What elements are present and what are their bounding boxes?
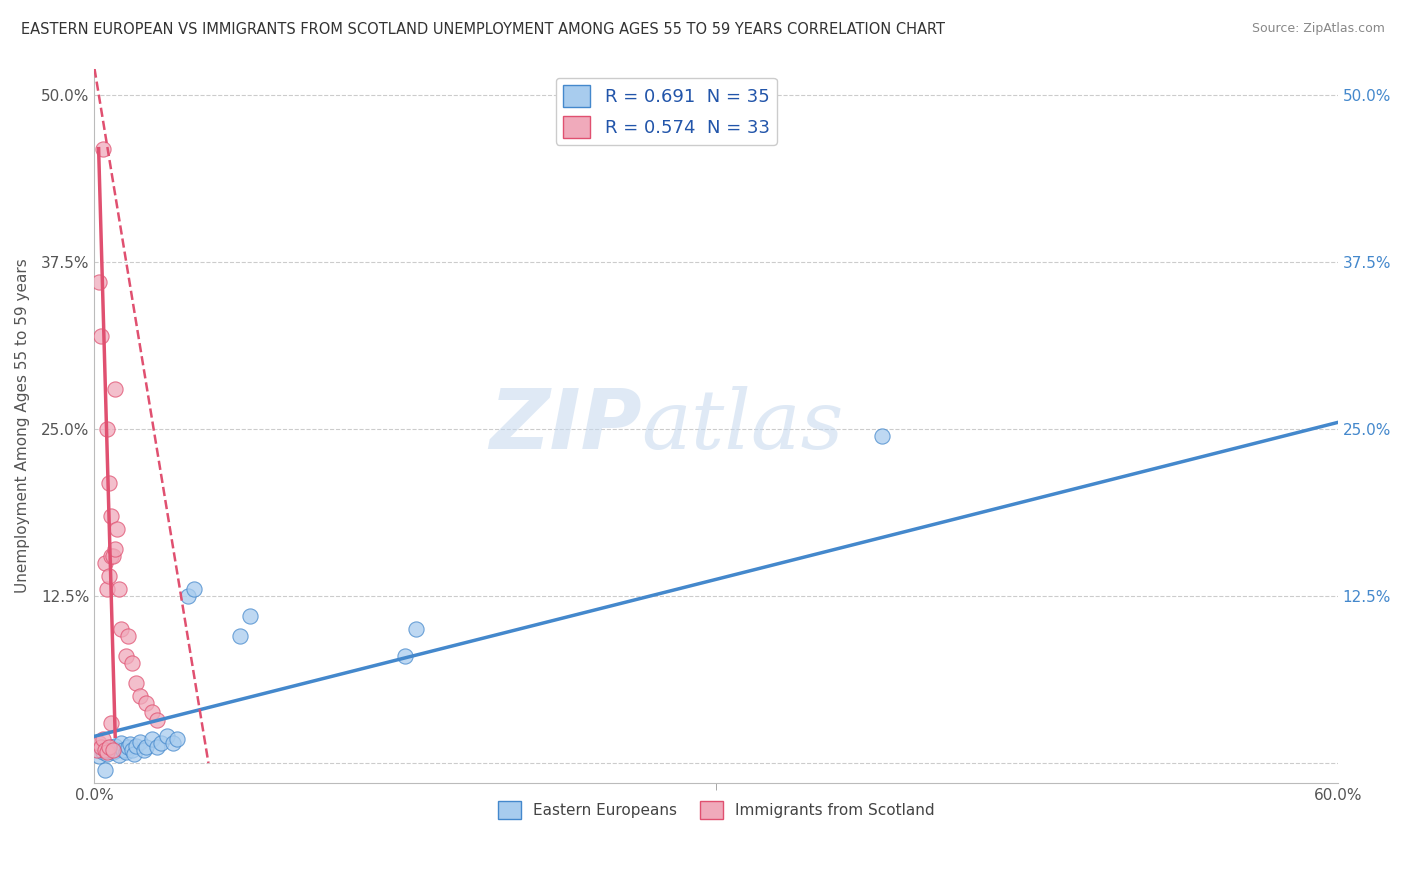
- Point: [114, 649, 136, 664]
- Point: [145, 713, 167, 727]
- Point: [90, 739, 112, 754]
- Point: [228, 629, 250, 643]
- Point: [110, 736, 132, 750]
- Point: [104, 542, 127, 557]
- Point: [112, 742, 135, 756]
- Point: [149, 736, 172, 750]
- Point: [96, 582, 118, 597]
- Point: [117, 739, 139, 754]
- Point: [96, 745, 118, 759]
- Point: [166, 731, 188, 746]
- Point: [96, 422, 118, 436]
- Text: Source: ZipAtlas.com: Source: ZipAtlas.com: [1251, 22, 1385, 36]
- Point: [101, 742, 124, 756]
- Point: [104, 739, 127, 753]
- Point: [100, 715, 122, 730]
- Text: atlas: atlas: [641, 385, 844, 466]
- Point: [134, 742, 156, 756]
- Point: [135, 739, 157, 754]
- Point: [91, 142, 114, 156]
- Point: [177, 589, 200, 603]
- Point: [100, 508, 122, 523]
- Point: [91, 745, 114, 759]
- Point: [121, 656, 143, 670]
- Point: [96, 747, 118, 761]
- Point: [105, 742, 128, 756]
- Point: [122, 747, 145, 761]
- Point: [394, 649, 416, 664]
- Point: [118, 737, 141, 751]
- Point: [98, 475, 121, 490]
- Point: [98, 739, 121, 754]
- Y-axis label: Unemployment Among Ages 55 to 59 years: Unemployment Among Ages 55 to 59 years: [15, 259, 30, 593]
- Point: [145, 739, 167, 754]
- Point: [405, 623, 427, 637]
- Point: [183, 582, 205, 597]
- Point: [129, 734, 152, 748]
- Point: [870, 429, 893, 443]
- Point: [129, 690, 152, 704]
- Point: [100, 739, 122, 754]
- Point: [156, 729, 179, 743]
- Point: [90, 328, 112, 343]
- Point: [114, 745, 136, 759]
- Legend: Eastern Europeans, Immigrants from Scotland: Eastern Europeans, Immigrants from Scotl…: [492, 795, 941, 825]
- Text: EASTERN EUROPEAN VS IMMIGRANTS FROM SCOTLAND UNEMPLOYMENT AMONG AGES 55 TO 59 YE: EASTERN EUROPEAN VS IMMIGRANTS FROM SCOT…: [21, 22, 945, 37]
- Point: [101, 549, 124, 563]
- Point: [94, 742, 117, 756]
- Point: [162, 736, 184, 750]
- Point: [125, 676, 148, 690]
- Point: [94, 763, 117, 777]
- Point: [91, 731, 114, 746]
- Text: ZIP: ZIP: [489, 385, 641, 467]
- Point: [135, 696, 157, 710]
- Point: [239, 609, 262, 624]
- Point: [94, 556, 117, 570]
- Point: [98, 569, 121, 583]
- Point: [108, 747, 131, 762]
- Point: [104, 382, 127, 396]
- Point: [141, 705, 163, 719]
- Point: [87, 749, 110, 764]
- Point: [121, 742, 143, 756]
- Point: [125, 739, 148, 753]
- Point: [94, 742, 117, 756]
- Point: [105, 522, 128, 536]
- Point: [110, 623, 132, 637]
- Point: [101, 745, 124, 759]
- Point: [117, 629, 139, 643]
- Point: [108, 582, 131, 597]
- Point: [98, 742, 121, 756]
- Point: [100, 549, 122, 563]
- Point: [87, 275, 110, 289]
- Point: [141, 731, 163, 746]
- Point: [87, 736, 110, 750]
- Point: [86, 742, 108, 756]
